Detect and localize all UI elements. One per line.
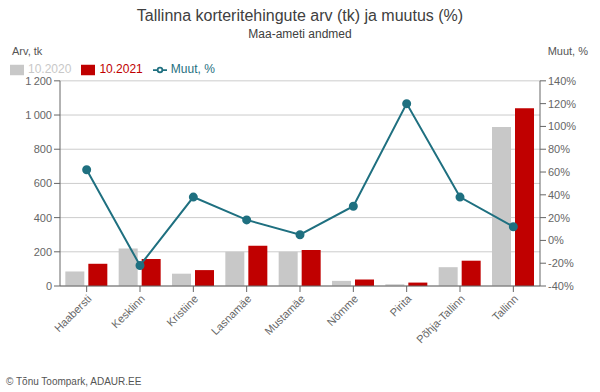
svg-text:200: 200 [34, 246, 52, 258]
html-text:Arv, tk: Arv, tk [12, 45, 43, 57]
svg-text:Lasnamäe: Lasnamäe [209, 292, 254, 337]
svg-text:0: 0 [46, 280, 52, 292]
svg-text:-20%: -20% [548, 257, 574, 269]
svg-text:140%: 140% [548, 75, 576, 87]
svg-text:60%: 60% [548, 166, 570, 178]
html-text:Muut, %: Muut, % [547, 45, 588, 57]
svg-text:400: 400 [34, 212, 52, 224]
svg-text:Kristiine: Kristiine [164, 292, 200, 328]
svg-text:20%: 20% [548, 212, 570, 224]
html-text:Muut, %: Muut, % [170, 62, 215, 76]
svg-text:100%: 100% [548, 120, 576, 132]
svg-text:800: 800 [34, 143, 52, 155]
svg-text:0%: 0% [548, 234, 564, 246]
svg-text:1 000: 1 000 [25, 109, 52, 121]
svg-text:Haabersti: Haabersti [52, 292, 94, 334]
svg-text:Mustamäe: Mustamäe [262, 292, 307, 337]
svg-text:Tallinn: Tallinn [490, 292, 521, 323]
html-text:Tallinna korteritehingute arv: Tallinna korteritehingute arv (tk) ja mu… [136, 7, 464, 24]
svg-text:Nõmme: Nõmme [325, 292, 361, 328]
svg-text:-40%: -40% [548, 280, 574, 292]
svg-text:120%: 120% [548, 98, 576, 110]
html-text:© Tõnu Toompark, ADAUR.EE: © Tõnu Toompark, ADAUR.EE [6, 376, 142, 387]
svg-text:Põhja-Tallinn: Põhja-Tallinn [414, 292, 467, 345]
html-text:10.2020: 10.2020 [28, 62, 72, 76]
html-text:Maa-ameti andmed: Maa-ameti andmed [248, 27, 352, 41]
svg-text:Kesklinn: Kesklinn [109, 292, 147, 330]
html-text:10.2021: 10.2021 [99, 62, 143, 76]
svg-text:80%: 80% [548, 143, 570, 155]
svg-text:40%: 40% [548, 189, 570, 201]
svg-text:1 200: 1 200 [25, 75, 52, 87]
svg-text:600: 600 [34, 177, 52, 189]
svg-text:Pirita: Pirita [387, 292, 414, 319]
